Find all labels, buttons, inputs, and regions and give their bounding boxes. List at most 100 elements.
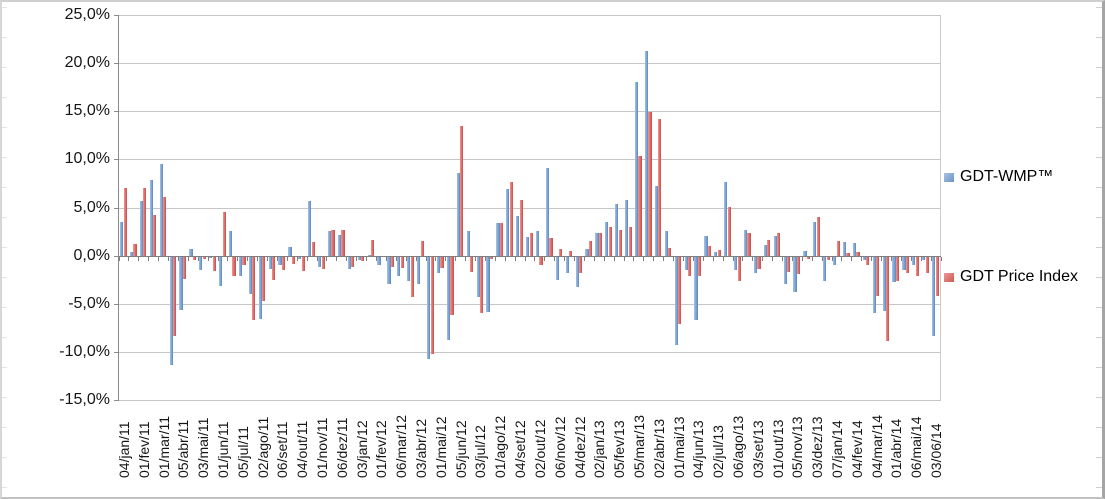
- bar-idx[interactable]: [470, 255, 474, 272]
- bar-idx[interactable]: [222, 212, 226, 256]
- bar-idx[interactable]: [440, 255, 444, 269]
- bar-idx[interactable]: [886, 255, 890, 342]
- bar-wmp[interactable]: [387, 255, 391, 284]
- bar-wmp[interactable]: [327, 230, 332, 256]
- plot-area[interactable]: [113, 15, 942, 401]
- bar-idx[interactable]: [618, 229, 622, 256]
- bar-wmp[interactable]: [139, 200, 143, 256]
- bar-idx[interactable]: [866, 255, 870, 266]
- bar-idx[interactable]: [569, 250, 573, 256]
- bar-idx[interactable]: [262, 255, 266, 301]
- bar-idx[interactable]: [430, 255, 434, 354]
- bar-idx[interactable]: [163, 196, 167, 256]
- bar-idx[interactable]: [509, 181, 513, 256]
- bar-wmp[interactable]: [298, 255, 302, 260]
- bar-wmp[interactable]: [694, 255, 698, 321]
- bar-idx[interactable]: [717, 249, 721, 256]
- bar-idx[interactable]: [371, 240, 375, 256]
- bar-wmp[interactable]: [783, 255, 787, 284]
- bar-wmp[interactable]: [555, 255, 559, 280]
- bar-wmp[interactable]: [189, 248, 193, 256]
- bar-wmp[interactable]: [506, 189, 510, 256]
- bar-wmp[interactable]: [634, 82, 639, 256]
- bar-idx[interactable]: [658, 118, 662, 256]
- bar-wmp[interactable]: [892, 255, 896, 282]
- bar-wmp[interactable]: [496, 222, 500, 256]
- bar-idx[interactable]: [143, 188, 147, 256]
- bar-idx[interactable]: [668, 247, 672, 256]
- bar-idx[interactable]: [806, 255, 811, 259]
- bar-idx[interactable]: [648, 112, 652, 256]
- bar-idx[interactable]: [727, 206, 731, 256]
- bar-idx[interactable]: [272, 255, 276, 280]
- bar-idx[interactable]: [489, 255, 494, 260]
- bar-idx[interactable]: [123, 188, 127, 256]
- bar-wmp[interactable]: [595, 232, 599, 256]
- bar-wmp[interactable]: [654, 186, 658, 256]
- bar-wmp[interactable]: [337, 235, 342, 256]
- bar-idx[interactable]: [390, 255, 395, 268]
- bar-wmp[interactable]: [714, 251, 718, 256]
- bar-wmp[interactable]: [159, 164, 163, 256]
- bar-wmp[interactable]: [912, 255, 916, 266]
- bar-idx[interactable]: [301, 255, 305, 272]
- bar-idx[interactable]: [608, 226, 612, 256]
- bar-wmp[interactable]: [932, 255, 936, 336]
- bar-wmp[interactable]: [169, 255, 173, 366]
- bar-wmp[interactable]: [823, 255, 827, 281]
- bar-idx[interactable]: [173, 255, 177, 336]
- bar-wmp[interactable]: [476, 255, 480, 297]
- bar-idx[interactable]: [499, 222, 504, 256]
- bar-idx[interactable]: [410, 255, 414, 297]
- bar-idx[interactable]: [182, 255, 187, 279]
- bar-idx[interactable]: [905, 255, 910, 273]
- bar-wmp[interactable]: [357, 255, 361, 261]
- bar-wmp[interactable]: [199, 255, 203, 271]
- bar-wmp[interactable]: [526, 237, 530, 256]
- bar-wmp[interactable]: [535, 230, 540, 256]
- bar-wmp[interactable]: [585, 248, 589, 256]
- bar-idx[interactable]: [777, 233, 781, 256]
- bar-wmp[interactable]: [773, 236, 777, 256]
- bar-wmp[interactable]: [456, 172, 460, 256]
- bar-wmp[interactable]: [743, 229, 748, 256]
- bar-idx[interactable]: [935, 255, 939, 297]
- bar-idx[interactable]: [816, 217, 820, 256]
- bar-wmp[interactable]: [763, 245, 767, 256]
- bar-idx[interactable]: [757, 255, 761, 270]
- bar-idx[interactable]: [192, 255, 196, 261]
- bar-idx[interactable]: [707, 246, 711, 256]
- bar-wmp[interactable]: [367, 254, 371, 256]
- bar-idx[interactable]: [559, 248, 563, 256]
- bar-idx[interactable]: [925, 255, 929, 273]
- bar-wmp[interactable]: [318, 255, 322, 268]
- bar-idx[interactable]: [311, 242, 315, 256]
- bar-idx[interactable]: [341, 229, 345, 256]
- bar-wmp[interactable]: [813, 221, 817, 256]
- bar-wmp[interactable]: [179, 255, 183, 311]
- bar-idx[interactable]: [291, 255, 296, 265]
- bar-wmp[interactable]: [268, 255, 272, 270]
- bar-wmp[interactable]: [862, 255, 866, 261]
- bar-wmp[interactable]: [902, 255, 906, 271]
- bar-wmp[interactable]: [753, 255, 758, 273]
- bar-wmp[interactable]: [882, 255, 886, 312]
- bar-wmp[interactable]: [278, 255, 282, 266]
- bar-wmp[interactable]: [486, 255, 490, 313]
- bar-idx[interactable]: [480, 255, 484, 314]
- bar-wmp[interactable]: [872, 255, 876, 314]
- bar-wmp[interactable]: [347, 255, 351, 270]
- bar-idx[interactable]: [351, 255, 355, 268]
- bar-wmp[interactable]: [793, 255, 797, 293]
- bar-wmp[interactable]: [308, 200, 312, 256]
- bar-idx[interactable]: [212, 255, 216, 272]
- bar-wmp[interactable]: [842, 242, 847, 256]
- bar-idx[interactable]: [876, 255, 880, 297]
- bar-idx[interactable]: [529, 233, 533, 256]
- bar-idx[interactable]: [549, 238, 553, 256]
- bar-idx[interactable]: [321, 255, 325, 270]
- bar-idx[interactable]: [796, 255, 801, 274]
- bar-idx[interactable]: [153, 215, 157, 256]
- bar-idx[interactable]: [737, 255, 741, 281]
- bar-wmp[interactable]: [625, 199, 629, 256]
